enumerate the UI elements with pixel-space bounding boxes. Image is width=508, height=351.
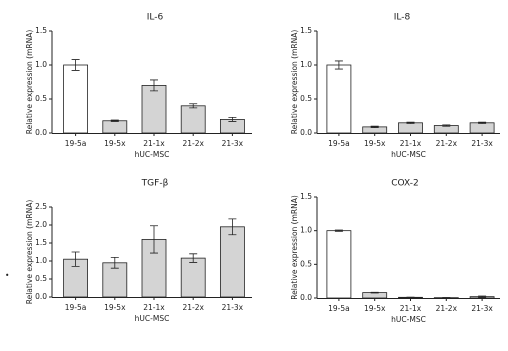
y-tick-label: 1.5 <box>35 238 47 247</box>
error-bar <box>478 121 487 124</box>
y-tick-label: 1.5 <box>300 26 312 35</box>
x-tick-label: 21-1x <box>400 304 422 313</box>
error-bar <box>71 251 80 267</box>
y-tick-label: 0.0 <box>35 292 47 301</box>
chart-title: COX-2 <box>391 179 418 189</box>
y-tick-label: 0.0 <box>300 293 312 302</box>
x-axis-label: hUC-MSC <box>135 150 170 159</box>
x-tick-label: 21-2x <box>436 304 458 313</box>
bar <box>219 226 245 298</box>
x-tick-label: 21-1x <box>400 139 422 148</box>
x-tick-label: 19-5a <box>328 304 350 313</box>
y-tick-label: 2.0 <box>35 220 47 229</box>
error-bar <box>189 253 198 263</box>
x-tick-label: 21-2x <box>182 139 204 148</box>
y-tick-label: 1.0 <box>35 60 47 69</box>
error-bar <box>110 119 119 122</box>
x-tick-label: 21-3x <box>471 304 493 313</box>
bar <box>469 122 495 134</box>
error-bar <box>228 116 237 122</box>
x-tick-label: 19-5a <box>65 303 87 312</box>
error-bar <box>110 257 119 269</box>
y-tick-label: 0.5 <box>300 259 312 268</box>
error-bar <box>150 79 158 92</box>
y-tick-label: 1.0 <box>35 256 47 265</box>
chart-title: TGF-β <box>141 179 169 189</box>
y-tick-label: 0.5 <box>35 94 47 103</box>
x-axis-label: hUC-MSC <box>135 314 170 323</box>
y-tick-label: 1.0 <box>300 60 312 69</box>
error-bar <box>150 225 158 254</box>
bar <box>102 120 128 134</box>
y-tick-label: 0.0 <box>35 128 47 137</box>
bar <box>326 230 352 299</box>
error-bar <box>442 124 451 127</box>
y-tick-label: 1.0 <box>300 226 312 235</box>
y-tick-label: 2.5 <box>35 202 47 211</box>
chart-title: IL-8 <box>394 13 411 23</box>
error-bar <box>370 291 379 294</box>
error-bar <box>334 229 343 232</box>
error-bar <box>228 218 237 236</box>
bar <box>398 122 423 134</box>
x-tick-label: 19-5x <box>104 303 126 312</box>
chart-title: IL-6 <box>147 13 164 23</box>
x-tick-label: 19-5a <box>328 139 350 148</box>
bar <box>180 257 206 298</box>
y-tick-label: 0.0 <box>300 128 312 137</box>
y-tick-label: 0.5 <box>300 94 312 103</box>
bar <box>362 292 388 299</box>
x-tick-label: 21-3x <box>222 303 244 312</box>
bullet: • <box>5 271 9 280</box>
y-tick-label: 0.5 <box>35 274 47 283</box>
x-tick-label: 21-3x <box>471 139 493 148</box>
x-axis-label: hUC-MSC <box>391 315 426 324</box>
x-tick-label: 21-2x <box>436 139 458 148</box>
y-tick-label: 1.5 <box>35 26 47 35</box>
error-bar <box>189 103 198 109</box>
error-bar <box>478 295 487 298</box>
x-tick-label: 21-1x <box>143 303 165 312</box>
y-axis-label: Relative expression (mRNA) <box>290 30 299 135</box>
bar <box>180 105 206 134</box>
x-tick-label: 19-5x <box>364 304 386 313</box>
x-tick-label: 21-3x <box>222 139 244 148</box>
y-axis-label: Relative expression (mRNA) <box>290 195 299 300</box>
x-tick-label: 19-5x <box>364 139 386 148</box>
bar <box>326 64 352 134</box>
x-tick-label: 19-5x <box>104 139 126 148</box>
y-axis-label: Relative expression (mRNA) <box>25 30 34 135</box>
x-axis-label: hUC-MSC <box>391 150 426 159</box>
error-bar <box>406 121 415 124</box>
error-bar <box>334 60 343 70</box>
y-axis-label: Relative expression (mRNA) <box>25 200 34 305</box>
x-tick-label: 19-5a <box>65 139 87 148</box>
error-bar <box>71 59 80 71</box>
bar <box>63 64 88 134</box>
bar <box>141 85 167 134</box>
y-tick-label: 1.5 <box>300 192 312 201</box>
x-tick-label: 21-1x <box>143 139 165 148</box>
bar <box>433 125 459 134</box>
error-bar <box>370 125 379 128</box>
x-tick-label: 21-2x <box>182 303 204 312</box>
